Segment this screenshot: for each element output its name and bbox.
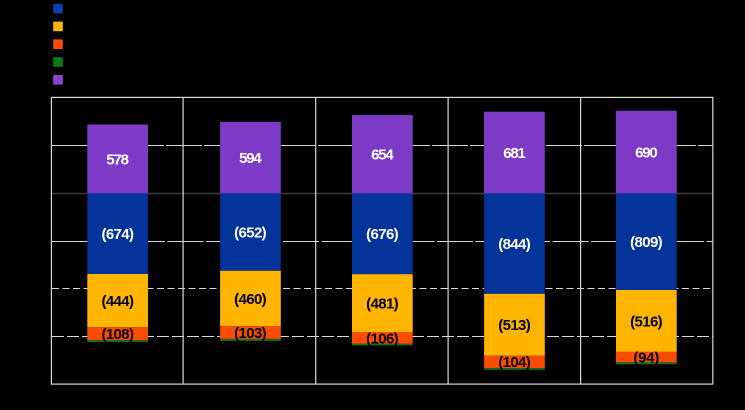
svg-text:(481): (481) <box>366 296 399 313</box>
svg-text:(94): (94) <box>633 350 659 367</box>
svg-text:(444): (444) <box>101 293 134 310</box>
svg-text:681: 681 <box>503 145 526 162</box>
svg-text:(104): (104) <box>498 354 531 371</box>
svg-text:(652): (652) <box>234 225 267 242</box>
svg-text:690: 690 <box>635 145 658 162</box>
svg-text:578: 578 <box>106 151 129 168</box>
svg-text:594: 594 <box>239 150 262 167</box>
svg-text:(674): (674) <box>101 226 134 243</box>
svg-text:(844): (844) <box>498 236 531 253</box>
svg-text:(103): (103) <box>234 325 267 342</box>
svg-text:(676): (676) <box>366 226 399 243</box>
svg-text:(513): (513) <box>498 317 531 334</box>
svg-text:(516): (516) <box>630 313 663 330</box>
svg-text:(460): (460) <box>234 291 267 308</box>
svg-text:(106): (106) <box>366 330 399 347</box>
svg-text:(108): (108) <box>101 326 134 343</box>
svg-text:(809): (809) <box>630 234 663 251</box>
svg-text:654: 654 <box>371 147 394 164</box>
